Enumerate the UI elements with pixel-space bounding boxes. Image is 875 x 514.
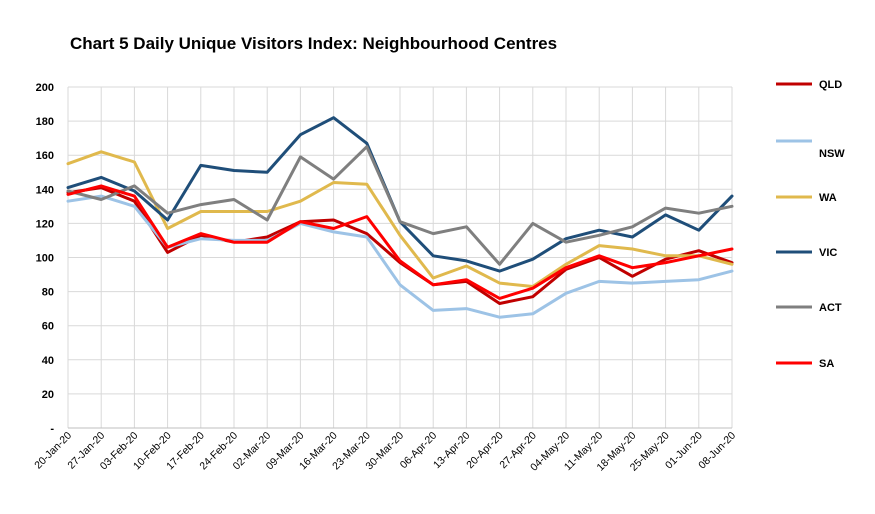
y-tick-label: 100 xyxy=(36,253,54,265)
legend-label-qld: QLD xyxy=(819,79,842,91)
y-tick-label: 200 xyxy=(36,82,54,94)
legend-label-nsw: NSW xyxy=(819,148,845,160)
y-tick-label: 60 xyxy=(42,321,54,333)
y-tick-label: 80 xyxy=(42,287,54,299)
y-tick-label: - xyxy=(50,423,54,435)
series-line-sa xyxy=(66,184,734,300)
legend-label-wa: WA xyxy=(819,192,837,204)
y-tick-label: 20 xyxy=(42,389,54,401)
legend: QLD NSW WA VIC ACT SA xyxy=(776,79,845,370)
y-tick-label: 160 xyxy=(36,150,54,162)
series-line-nsw xyxy=(66,194,734,319)
series-line-act xyxy=(66,145,734,266)
y-tick-label: 180 xyxy=(36,116,54,128)
y-tick-label: 140 xyxy=(36,184,54,196)
grid-layer xyxy=(67,86,733,428)
series-line-wa xyxy=(66,150,734,288)
y-tick-label: 40 xyxy=(42,355,54,367)
legend-label-act: ACT xyxy=(819,302,842,314)
series-layer xyxy=(66,116,734,319)
chart-title: Chart 5 Daily Unique Visitors Index: Nei… xyxy=(70,34,558,53)
y-tick-label: 120 xyxy=(36,218,54,230)
legend-label-sa: SA xyxy=(819,358,834,370)
legend-label-vic: VIC xyxy=(819,247,837,259)
